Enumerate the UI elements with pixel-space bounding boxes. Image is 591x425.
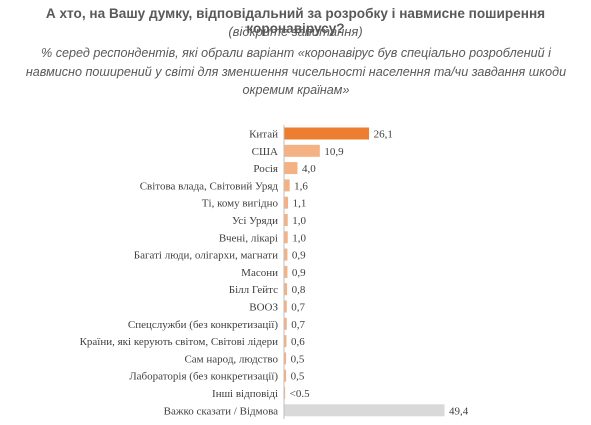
bar bbox=[284, 352, 287, 365]
bar bbox=[284, 265, 288, 278]
category-label: США bbox=[252, 146, 278, 158]
category-label: Лабораторія (без конкретизації) bbox=[129, 371, 278, 383]
category-label: Спецслужби (без конкретизації) bbox=[128, 319, 278, 331]
value-label: 0,5 bbox=[291, 353, 305, 365]
category-label: Багаті люди, олігархи, магнати bbox=[134, 250, 278, 262]
category-label: Вчені, лікарі bbox=[219, 232, 278, 244]
bar bbox=[284, 317, 287, 330]
bar bbox=[284, 162, 298, 175]
value-label: 1,6 bbox=[294, 180, 308, 192]
value-label: 0,9 bbox=[292, 250, 306, 262]
bar bbox=[284, 335, 287, 348]
bar bbox=[284, 387, 286, 399]
category-label: Світова влада, Світовий Уряд bbox=[140, 180, 279, 192]
category-label: ВООЗ bbox=[249, 302, 278, 314]
bar bbox=[284, 214, 288, 226]
category-label: Інші відповіді bbox=[212, 388, 278, 400]
category-label: Сам народ, людство bbox=[184, 353, 278, 365]
bar bbox=[284, 231, 288, 244]
value-label: 1,0 bbox=[292, 232, 306, 244]
bar bbox=[284, 179, 290, 192]
bar bbox=[284, 300, 287, 313]
value-label: 26,1 bbox=[374, 129, 393, 141]
category-label: Усі Уряди bbox=[232, 215, 278, 227]
bar bbox=[284, 404, 445, 417]
category-label: Білл Гейтс bbox=[229, 284, 278, 296]
value-label: 10,9 bbox=[324, 146, 344, 158]
value-label: 49,4 bbox=[449, 405, 469, 417]
value-label: 0,7 bbox=[291, 302, 305, 314]
bar bbox=[284, 369, 287, 382]
bar bbox=[284, 196, 289, 209]
value-label: 0,7 bbox=[291, 319, 305, 331]
chart-note: % серед респондентів, які обрали варіант… bbox=[25, 46, 567, 97]
category-label: Важко сказати / Відмова bbox=[164, 405, 278, 417]
value-label: 0,5 bbox=[291, 371, 305, 383]
category-label: Країни, які керують світом, Світові ліде… bbox=[80, 336, 279, 348]
category-label: Китай bbox=[249, 129, 278, 141]
value-label: 1,0 bbox=[292, 215, 306, 227]
value-label: 4,0 bbox=[302, 163, 316, 175]
bar bbox=[284, 283, 288, 296]
category-label: Масони bbox=[241, 267, 278, 279]
value-label: 0,8 bbox=[292, 284, 306, 296]
value-label: <0.5 bbox=[290, 388, 310, 400]
category-label: Ті, кому вигідно bbox=[202, 198, 279, 210]
value-label: 0,6 bbox=[291, 336, 305, 348]
chart-subtitle: (відкрите запитання) bbox=[228, 24, 363, 39]
bar bbox=[284, 144, 320, 157]
bar bbox=[284, 248, 288, 261]
value-label: 1,1 bbox=[293, 198, 307, 210]
value-label: 0,9 bbox=[292, 267, 306, 279]
chart-title: А хто, на Вашу думку, відповідальний за … bbox=[45, 6, 546, 36]
category-label: Росія bbox=[253, 163, 278, 175]
bar bbox=[284, 127, 370, 140]
